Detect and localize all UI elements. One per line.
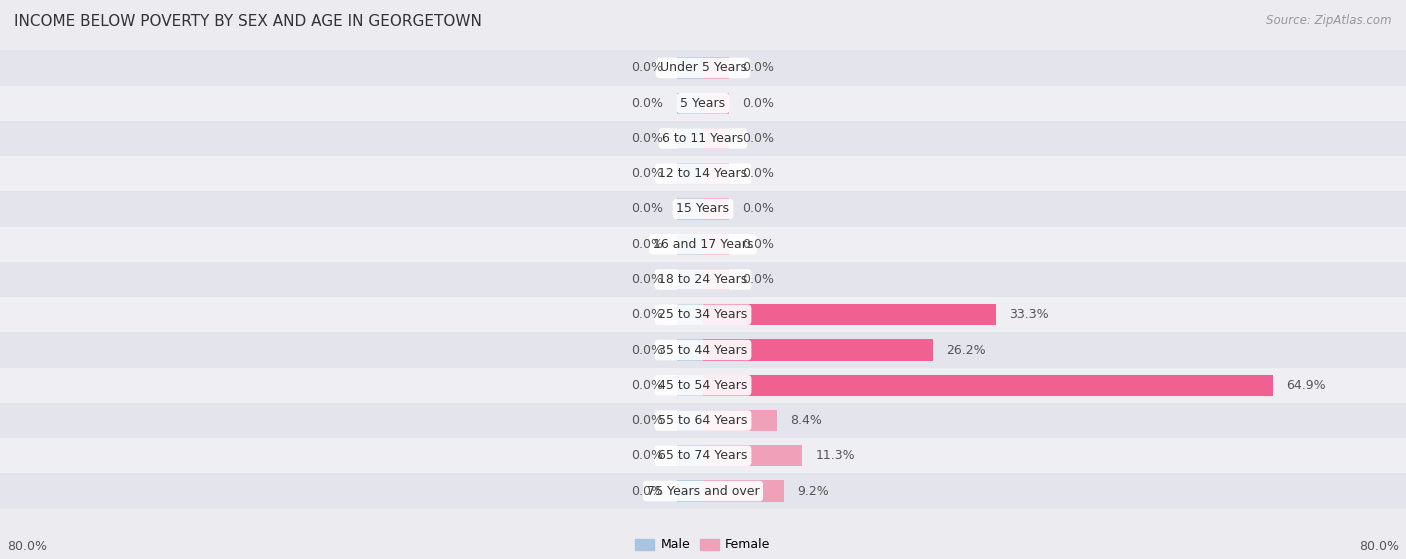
Bar (676, 198, 703, 220)
Text: 6 to 11 Years: 6 to 11 Years (662, 132, 744, 145)
Bar (0, 368, 1406, 403)
Text: 0.0%: 0.0% (742, 167, 775, 180)
Bar (676, 269, 703, 290)
Text: 0.0%: 0.0% (742, 273, 775, 286)
Text: 25 to 34 Years: 25 to 34 Years (658, 308, 748, 321)
Text: 80.0%: 80.0% (1360, 541, 1399, 553)
Text: 80.0%: 80.0% (7, 541, 46, 553)
Text: 45 to 54 Years: 45 to 54 Years (658, 379, 748, 392)
Text: 0.0%: 0.0% (631, 449, 664, 462)
Bar (676, 93, 703, 114)
Text: 0.0%: 0.0% (631, 238, 664, 251)
Text: 11.3%: 11.3% (815, 449, 855, 462)
Bar (0, 191, 1406, 226)
Legend: Male, Female: Male, Female (631, 534, 775, 555)
Bar (676, 128, 703, 149)
Bar (0, 403, 1406, 438)
Text: 33.3%: 33.3% (1010, 308, 1049, 321)
Bar (703, 198, 730, 220)
Bar (0, 50, 1406, 86)
Bar (0, 262, 1406, 297)
Bar (0, 121, 1406, 156)
Bar (703, 445, 803, 466)
Bar (0, 156, 1406, 191)
Text: 55 to 64 Years: 55 to 64 Years (658, 414, 748, 427)
Bar (703, 58, 730, 78)
Bar (703, 339, 934, 361)
Text: 9.2%: 9.2% (797, 485, 828, 498)
Bar (676, 234, 703, 255)
Text: Under 5 Years: Under 5 Years (659, 61, 747, 74)
Text: 8.4%: 8.4% (790, 414, 823, 427)
Text: 5 Years: 5 Years (681, 97, 725, 110)
Bar (703, 304, 995, 325)
Text: 65 to 74 Years: 65 to 74 Years (658, 449, 748, 462)
Text: 0.0%: 0.0% (631, 273, 664, 286)
Text: 0.0%: 0.0% (631, 202, 664, 215)
Bar (676, 58, 703, 78)
Bar (676, 445, 703, 466)
Bar (676, 304, 703, 325)
Bar (703, 234, 730, 255)
Bar (676, 410, 703, 431)
Bar (703, 163, 730, 184)
Bar (703, 93, 730, 114)
Text: INCOME BELOW POVERTY BY SEX AND AGE IN GEORGETOWN: INCOME BELOW POVERTY BY SEX AND AGE IN G… (14, 14, 482, 29)
Bar (0, 297, 1406, 333)
Text: 18 to 24 Years: 18 to 24 Years (658, 273, 748, 286)
Text: 0.0%: 0.0% (631, 97, 664, 110)
Text: 16 and 17 Years: 16 and 17 Years (652, 238, 754, 251)
Bar (703, 269, 730, 290)
Text: 0.0%: 0.0% (742, 202, 775, 215)
Bar (0, 86, 1406, 121)
Text: 0.0%: 0.0% (631, 308, 664, 321)
Bar (0, 473, 1406, 509)
Text: 0.0%: 0.0% (631, 379, 664, 392)
Bar (0, 226, 1406, 262)
Text: 75 Years and over: 75 Years and over (647, 485, 759, 498)
Text: 0.0%: 0.0% (742, 61, 775, 74)
Text: 0.0%: 0.0% (631, 344, 664, 357)
Bar (703, 128, 730, 149)
Text: 0.0%: 0.0% (631, 414, 664, 427)
Text: 0.0%: 0.0% (742, 132, 775, 145)
Bar (676, 375, 703, 396)
Bar (703, 375, 1274, 396)
Text: 64.9%: 64.9% (1286, 379, 1326, 392)
Bar (703, 410, 778, 431)
Bar (0, 438, 1406, 473)
Bar (0, 333, 1406, 368)
Text: 0.0%: 0.0% (631, 485, 664, 498)
Text: 12 to 14 Years: 12 to 14 Years (658, 167, 748, 180)
Text: 0.0%: 0.0% (631, 132, 664, 145)
Bar (703, 481, 785, 501)
Bar (676, 339, 703, 361)
Text: 0.0%: 0.0% (742, 238, 775, 251)
Text: 0.0%: 0.0% (742, 97, 775, 110)
Text: 15 Years: 15 Years (676, 202, 730, 215)
Bar (676, 481, 703, 501)
Text: 0.0%: 0.0% (631, 61, 664, 74)
Bar (676, 163, 703, 184)
Text: Source: ZipAtlas.com: Source: ZipAtlas.com (1267, 14, 1392, 27)
Text: 35 to 44 Years: 35 to 44 Years (658, 344, 748, 357)
Text: 0.0%: 0.0% (631, 167, 664, 180)
Text: 26.2%: 26.2% (946, 344, 986, 357)
